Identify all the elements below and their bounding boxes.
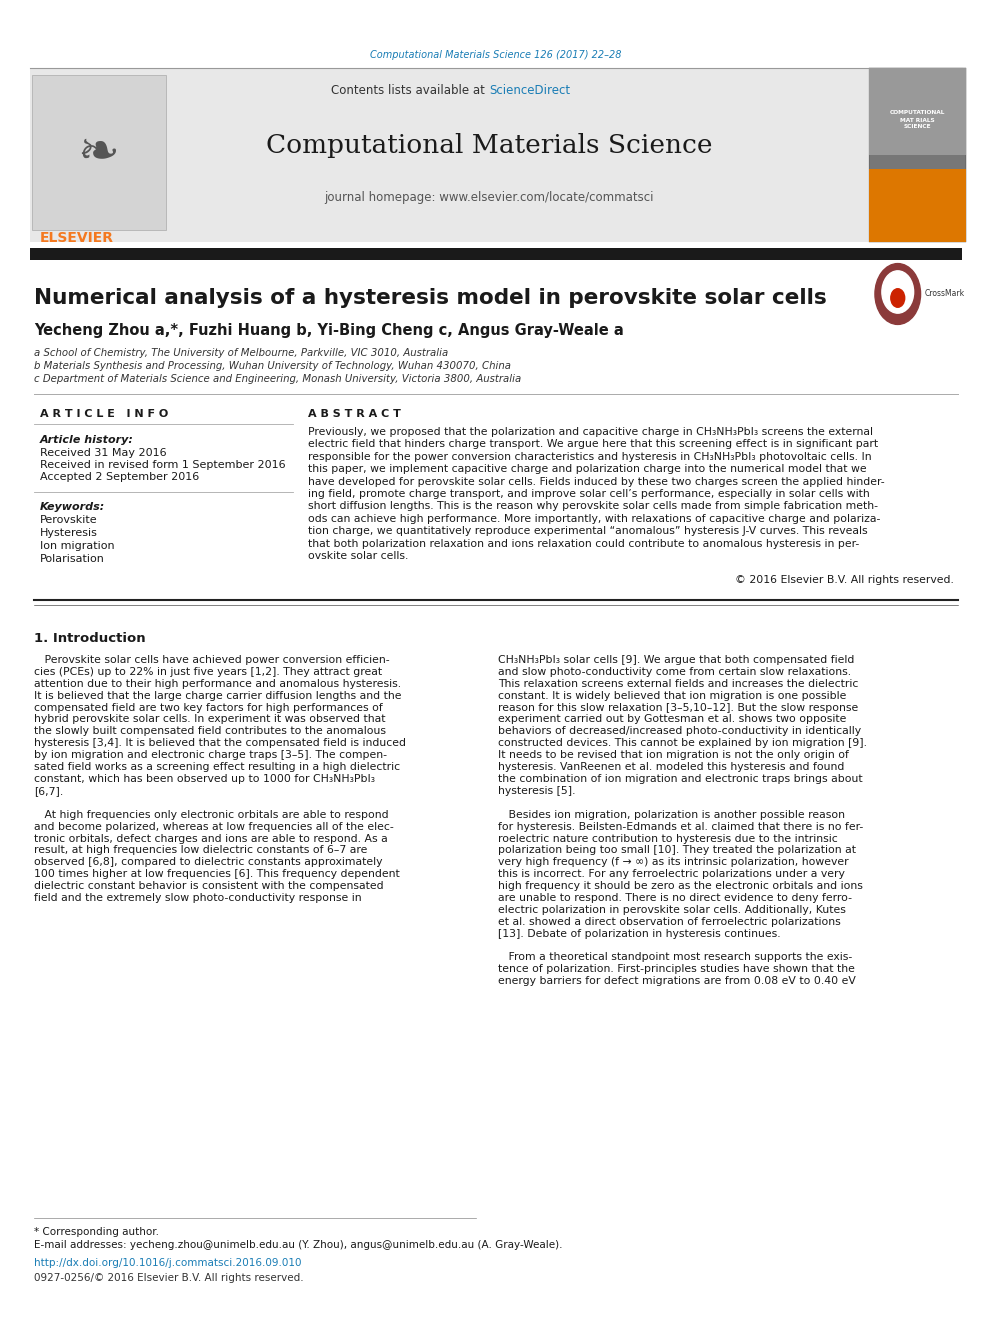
Text: ❧: ❧ — [77, 130, 119, 177]
Text: [13]. Debate of polarization in hysteresis continues.: [13]. Debate of polarization in hysteres… — [498, 929, 781, 939]
Text: Received 31 May 2016: Received 31 May 2016 — [40, 448, 167, 458]
Text: constant. It is widely believed that ion migration is one possible: constant. It is widely believed that ion… — [498, 691, 846, 701]
Text: Article history:: Article history: — [40, 435, 134, 445]
Circle shape — [891, 288, 905, 307]
Text: polarization being too small [10]. They treated the polarization at: polarization being too small [10]. They … — [498, 845, 856, 856]
Text: the combination of ion migration and electronic traps brings about: the combination of ion migration and ele… — [498, 774, 863, 785]
Text: Besides ion migration, polarization is another possible reason: Besides ion migration, polarization is a… — [498, 810, 845, 820]
Text: tronic orbitals, defect charges and ions are able to respond. As a: tronic orbitals, defect charges and ions… — [34, 833, 388, 844]
Text: Yecheng Zhou a,*, Fuzhi Huang b, Yi-Bing Cheng c, Angus Gray-Weale a: Yecheng Zhou a,*, Fuzhi Huang b, Yi-Bing… — [34, 323, 624, 337]
Text: field and the extremely slow photo-conductivity response in: field and the extremely slow photo-condu… — [34, 893, 361, 904]
Text: * Corresponding author.: * Corresponding author. — [34, 1226, 159, 1237]
Text: ing field, promote charge transport, and improve solar cell’s performance, espec: ing field, promote charge transport, and… — [308, 490, 869, 499]
Text: have developed for perovskite solar cells. Fields induced by these two charges s: have developed for perovskite solar cell… — [308, 476, 884, 487]
Text: c Department of Materials Science and Engineering, Monash University, Victoria 3: c Department of Materials Science and En… — [34, 374, 521, 384]
Circle shape — [882, 271, 914, 314]
Bar — [30, 247, 962, 261]
Text: Accepted 2 September 2016: Accepted 2 September 2016 — [40, 472, 199, 482]
Text: hybrid perovskite solar cells. In experiment it was observed that: hybrid perovskite solar cells. In experi… — [34, 714, 385, 725]
Text: Received in revised form 1 September 2016: Received in revised form 1 September 201… — [40, 460, 286, 470]
Text: CrossMark: CrossMark — [925, 288, 964, 298]
Text: behaviors of decreased/increased photo-conductivity in identically: behaviors of decreased/increased photo-c… — [498, 726, 861, 737]
Text: COMPUTATIONAL
MAT RIALS
SCIENCE: COMPUTATIONAL MAT RIALS SCIENCE — [890, 111, 945, 130]
Text: From a theoretical standpoint most research supports the exis-: From a theoretical standpoint most resea… — [498, 953, 852, 963]
Text: Perovskite solar cells have achieved power conversion efficien-: Perovskite solar cells have achieved pow… — [34, 655, 389, 665]
Text: A R T I C L E   I N F O: A R T I C L E I N F O — [40, 409, 168, 419]
Text: sated field works as a screening effect resulting in a high dielectric: sated field works as a screening effect … — [34, 762, 400, 773]
Text: ELSEVIER: ELSEVIER — [40, 232, 114, 245]
Text: © 2016 Elsevier B.V. All rights reserved.: © 2016 Elsevier B.V. All rights reserved… — [735, 576, 954, 585]
Text: b Materials Synthesis and Processing, Wuhan University of Technology, Wuhan 4300: b Materials Synthesis and Processing, Wu… — [34, 361, 511, 370]
Text: This relaxation screens external fields and increases the dielectric: This relaxation screens external fields … — [498, 679, 858, 689]
Text: journal homepage: www.elsevier.com/locate/commatsci: journal homepage: www.elsevier.com/locat… — [324, 192, 654, 205]
Bar — [30, 67, 868, 242]
Text: by ion migration and electronic charge traps [3–5]. The compen-: by ion migration and electronic charge t… — [34, 750, 387, 761]
Text: ScienceDirect: ScienceDirect — [489, 83, 570, 97]
Text: 0927-0256/© 2016 Elsevier B.V. All rights reserved.: 0927-0256/© 2016 Elsevier B.V. All right… — [34, 1273, 304, 1283]
Text: Hysteresis: Hysteresis — [40, 528, 97, 538]
Text: Keywords:: Keywords: — [40, 501, 105, 512]
Text: cies (PCEs) up to 22% in just five years [1,2]. They attract great: cies (PCEs) up to 22% in just five years… — [34, 667, 382, 677]
Text: http://dx.doi.org/10.1016/j.commatsci.2016.09.010: http://dx.doi.org/10.1016/j.commatsci.20… — [34, 1258, 302, 1267]
Text: electric polarization in perovskite solar cells. Additionally, Kutes: electric polarization in perovskite sola… — [498, 905, 846, 916]
Text: 1. Introduction: 1. Introduction — [34, 631, 146, 644]
Text: Computational Materials Science: Computational Materials Science — [266, 132, 712, 157]
Text: Polarisation: Polarisation — [40, 554, 104, 564]
Text: It needs to be revised that ion migration is not the only origin of: It needs to be revised that ion migratio… — [498, 750, 849, 761]
Text: 100 times higher at low frequencies [6]. This frequency dependent: 100 times higher at low frequencies [6].… — [34, 869, 400, 880]
Text: CH₃NH₃PbI₃ solar cells [9]. We argue that both compensated field: CH₃NH₃PbI₃ solar cells [9]. We argue tha… — [498, 655, 854, 665]
Text: this paper, we implement capacitive charge and polarization charge into the nume: this paper, we implement capacitive char… — [308, 464, 866, 474]
Text: attention due to their high performance and anomalous hysteresis.: attention due to their high performance … — [34, 679, 401, 689]
Text: ovskite solar cells.: ovskite solar cells. — [308, 550, 408, 561]
Text: responsible for the power conversion characteristics and hysteresis in CH₃NH₃PbI: responsible for the power conversion cha… — [308, 451, 871, 462]
Bar — [869, 169, 966, 242]
Circle shape — [875, 263, 921, 324]
Text: hysteresis [5].: hysteresis [5]. — [498, 786, 575, 796]
Bar — [869, 67, 966, 155]
Text: reason for this slow relaxation [3–5,10–12]. But the slow response: reason for this slow relaxation [3–5,10–… — [498, 703, 858, 713]
Text: tence of polarization. First-principles studies have shown that the: tence of polarization. First-principles … — [498, 964, 855, 975]
Text: A B S T R A C T: A B S T R A C T — [308, 409, 401, 419]
Bar — [32, 75, 166, 230]
Text: Perovskite: Perovskite — [40, 515, 97, 525]
Text: energy barriers for defect migrations are from 0.08 eV to 0.40 eV: energy barriers for defect migrations ar… — [498, 976, 856, 987]
Text: et al. showed a direct observation of ferroelectric polarizations: et al. showed a direct observation of fe… — [498, 917, 841, 927]
Text: roelectric nature contribution to hysteresis due to the intrinsic: roelectric nature contribution to hyster… — [498, 833, 837, 844]
Text: At high frequencies only electronic orbitals are able to respond: At high frequencies only electronic orbi… — [34, 810, 388, 820]
Text: It is believed that the large charge carrier diffusion lengths and the: It is believed that the large charge car… — [34, 691, 401, 701]
Text: the slowly built compensated field contributes to the anomalous: the slowly built compensated field contr… — [34, 726, 386, 737]
Text: that both polarization relaxation and ions relaxation could contribute to anomal: that both polarization relaxation and io… — [308, 538, 859, 549]
Text: are unable to respond. There is no direct evidence to deny ferro-: are unable to respond. There is no direc… — [498, 893, 852, 904]
Text: and become polarized, whereas at low frequencies all of the elec-: and become polarized, whereas at low fre… — [34, 822, 394, 832]
Text: Previously, we proposed that the polarization and capacitive charge in CH₃NH₃PbI: Previously, we proposed that the polariz… — [308, 427, 873, 437]
Text: result, at high frequencies low dielectric constants of 6–7 are: result, at high frequencies low dielectr… — [34, 845, 367, 856]
Text: [6,7].: [6,7]. — [34, 786, 62, 796]
Text: Computational Materials Science 126 (2017) 22–28: Computational Materials Science 126 (201… — [370, 50, 622, 60]
Text: E-mail addresses: yecheng.zhou@unimelb.edu.au (Y. Zhou), angus@unimelb.edu.au (A: E-mail addresses: yecheng.zhou@unimelb.e… — [34, 1240, 562, 1250]
Text: Numerical analysis of a hysteresis model in perovskite solar cells: Numerical analysis of a hysteresis model… — [34, 288, 826, 308]
Text: this is incorrect. For any ferroelectric polarizations under a very: this is incorrect. For any ferroelectric… — [498, 869, 845, 880]
Text: a School of Chemistry, The University of Melbourne, Parkville, VIC 3010, Austral: a School of Chemistry, The University of… — [34, 348, 448, 359]
Text: dielectric constant behavior is consistent with the compensated: dielectric constant behavior is consiste… — [34, 881, 383, 892]
Text: constructed devices. This cannot be explained by ion migration [9].: constructed devices. This cannot be expl… — [498, 738, 867, 749]
Text: ods can achieve high performance. More importantly, with relaxations of capaciti: ods can achieve high performance. More i… — [308, 513, 880, 524]
Text: compensated field are two key factors for high performances of: compensated field are two key factors fo… — [34, 703, 383, 713]
Text: and slow photo-conductivity come from certain slow relaxations.: and slow photo-conductivity come from ce… — [498, 667, 851, 677]
Text: tion charge, we quantitatively reproduce experimental “anomalous” hysteresis J-V: tion charge, we quantitatively reproduce… — [308, 527, 867, 536]
Text: hysteresis. VanReenen et al. modeled this hysteresis and found: hysteresis. VanReenen et al. modeled thi… — [498, 762, 844, 773]
Text: high frequency it should be zero as the electronic orbitals and ions: high frequency it should be zero as the … — [498, 881, 863, 892]
Text: very high frequency (f → ∞) as its intrinsic polarization, however: very high frequency (f → ∞) as its intri… — [498, 857, 848, 868]
Text: short diffusion lengths. This is the reason why perovskite solar cells made from: short diffusion lengths. This is the rea… — [308, 501, 878, 512]
Text: Ion migration: Ion migration — [40, 541, 114, 550]
Text: electric field that hinders charge transport. We argue here that this screening : electric field that hinders charge trans… — [308, 439, 878, 450]
Text: Contents lists available at: Contents lists available at — [331, 83, 489, 97]
Text: for hysteresis. Beilsten-Edmands et al. claimed that there is no fer-: for hysteresis. Beilsten-Edmands et al. … — [498, 822, 863, 832]
Bar — [869, 67, 966, 242]
Text: constant, which has been observed up to 1000 for CH₃NH₃PbI₃: constant, which has been observed up to … — [34, 774, 375, 785]
Text: hysteresis [3,4]. It is believed that the compensated field is induced: hysteresis [3,4]. It is believed that th… — [34, 738, 406, 749]
Text: experiment carried out by Gottesman et al. shows two opposite: experiment carried out by Gottesman et a… — [498, 714, 846, 725]
Text: observed [6,8], compared to dielectric constants approximately: observed [6,8], compared to dielectric c… — [34, 857, 382, 868]
